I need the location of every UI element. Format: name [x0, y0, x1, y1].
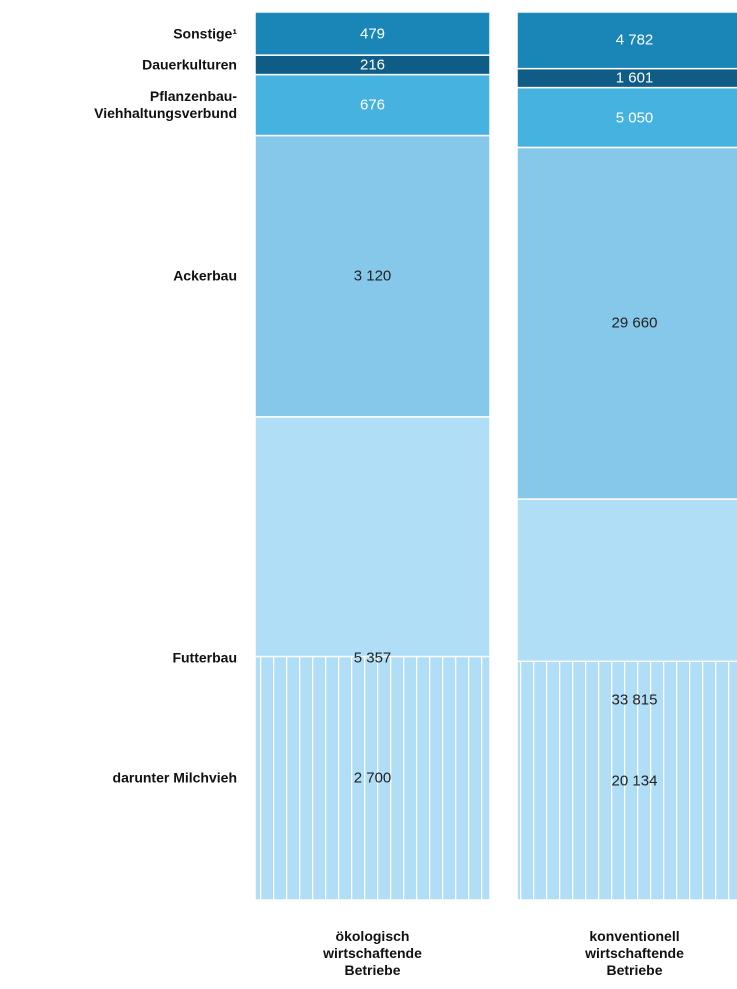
- bar-segment: [254, 134, 491, 418]
- value-label: 479: [359, 25, 386, 43]
- legend-label: Pflanzenbau-Viehhaltungsverbund: [94, 88, 237, 122]
- bar-segment: [254, 11, 491, 56]
- bar-segment: [516, 86, 737, 149]
- legend-label: Futterbau: [172, 649, 237, 666]
- value-label: 2 700: [353, 769, 392, 787]
- value-label: 5 050: [615, 109, 654, 127]
- x-tick-label: konventionell wirtschaftende Betriebe: [585, 928, 684, 978]
- legend-label: darunter Milchvieh: [112, 769, 237, 786]
- value-label: 5 357: [353, 649, 392, 667]
- value-label: 676: [359, 96, 386, 114]
- value-label: 1 601: [615, 69, 654, 87]
- bar-segment: [516, 146, 737, 500]
- x-tick-label: ökologisch wirtschaftende Betriebe: [323, 928, 422, 978]
- value-label: 3 120: [353, 267, 392, 285]
- legend-label: Ackerbau: [173, 267, 237, 284]
- legend-label: Sonstige¹: [173, 25, 237, 42]
- bar-segment: [516, 11, 737, 70]
- value-label: 20 134: [611, 772, 658, 790]
- value-label: 33 815: [611, 691, 658, 709]
- bar-segment: [254, 73, 491, 137]
- value-label: 4 782: [615, 31, 654, 49]
- value-label: 29 660: [611, 314, 658, 332]
- value-label: 216: [359, 56, 386, 74]
- bar-segment: [516, 660, 737, 901]
- bar-segment: [254, 655, 491, 901]
- legend-label: Dauerkulturen: [142, 56, 237, 73]
